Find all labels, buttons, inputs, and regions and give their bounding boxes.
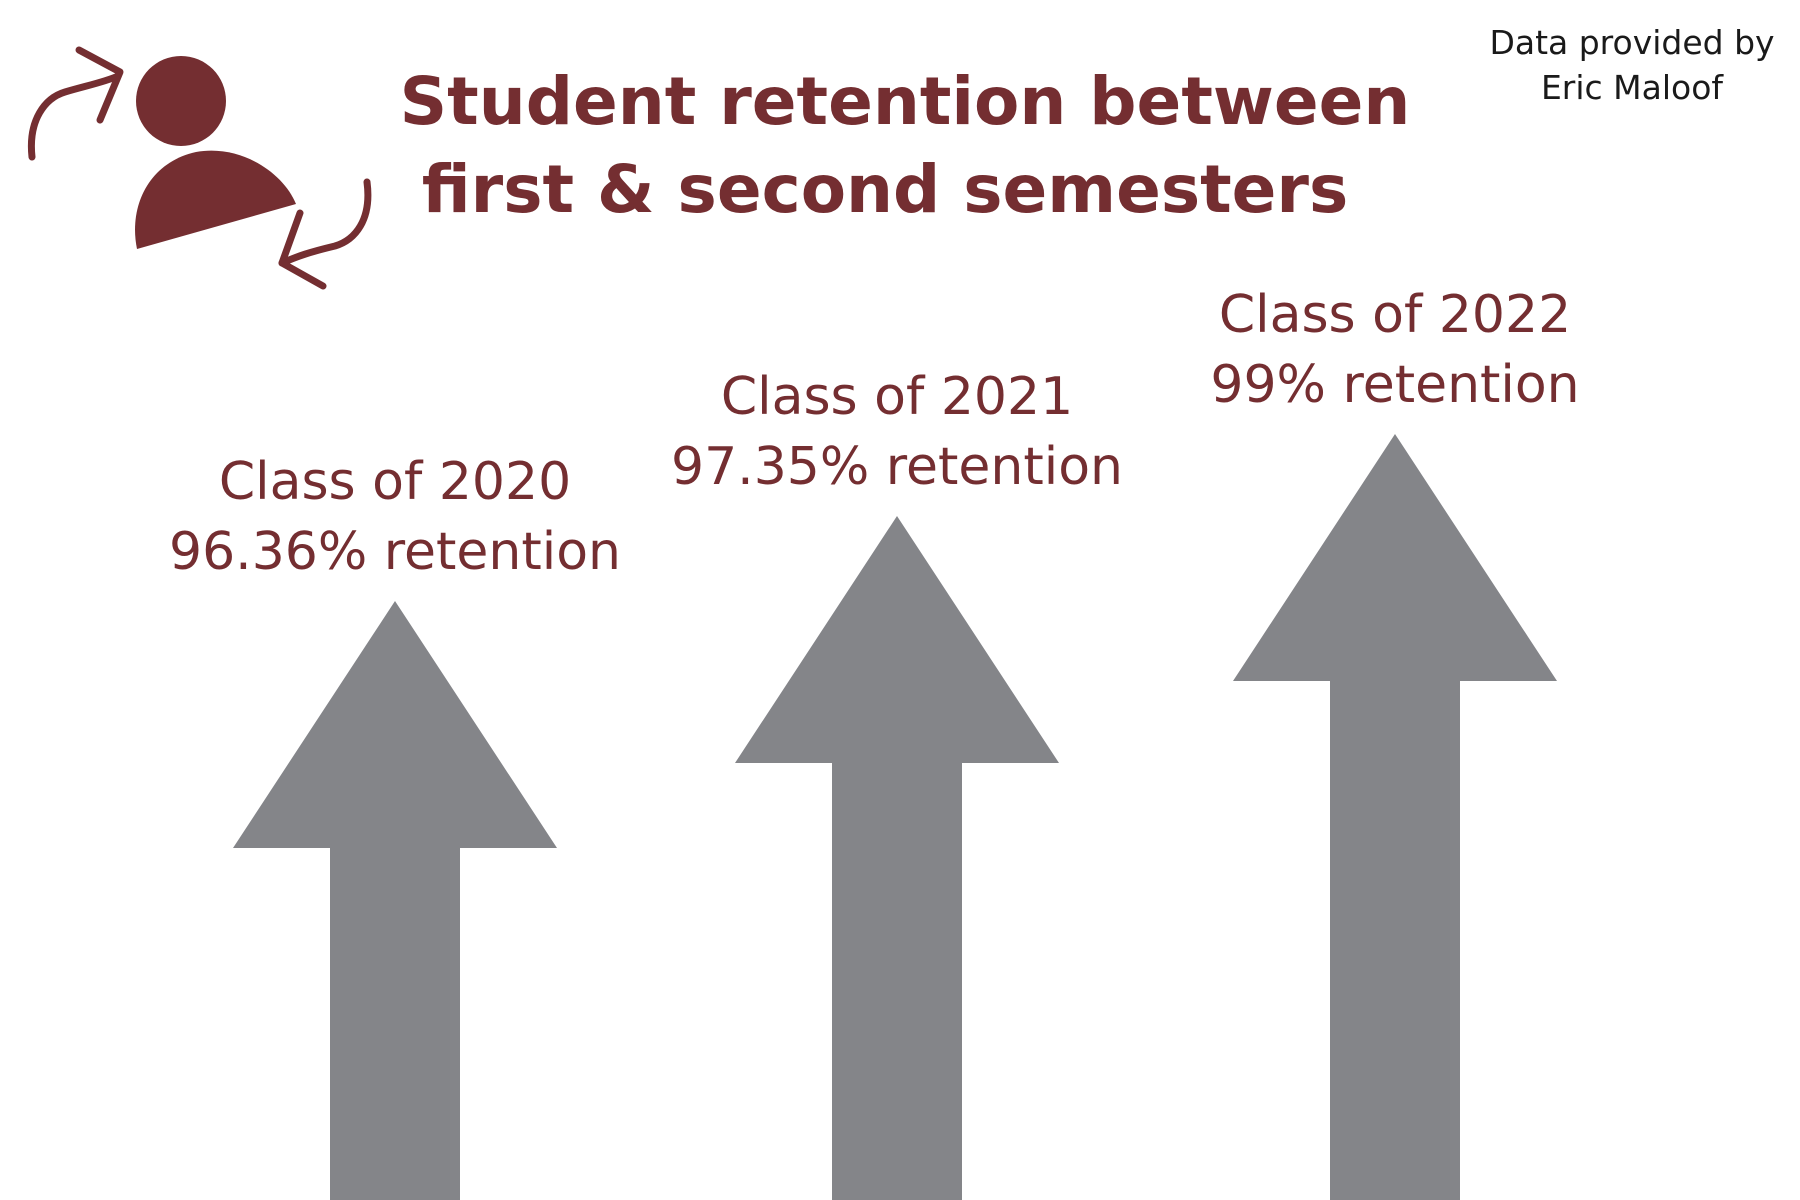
arrow-top-left — [27, 46, 124, 161]
category-label: Class of 2021 — [721, 367, 1073, 427]
value-label: 99% retention — [1210, 355, 1579, 415]
chart-title-line2: first & second semesters — [422, 151, 1349, 228]
value-label: 96.36% retention — [169, 522, 621, 582]
person-head — [136, 56, 226, 146]
arrow-bar-2 — [735, 516, 1059, 1200]
user-retention-icon — [27, 46, 372, 290]
chart-marks: Class of 2020 96.36% retention Class of 20… — [169, 285, 1580, 1200]
category-label: Class of 2022 — [1219, 285, 1571, 345]
arrow-bar-1 — [233, 601, 557, 1200]
credit-line1: Data provided by — [1489, 23, 1774, 62]
arrow-bottom-right — [278, 178, 372, 290]
arrow-bar-3 — [1233, 434, 1557, 1200]
credit-line2: Eric Maloof — [1541, 68, 1724, 107]
value-label: 97.35% retention — [671, 437, 1123, 497]
category-label: Class of 2020 — [219, 452, 571, 512]
person-body — [135, 150, 296, 249]
chart-title-line1: Student retention between — [400, 63, 1411, 140]
